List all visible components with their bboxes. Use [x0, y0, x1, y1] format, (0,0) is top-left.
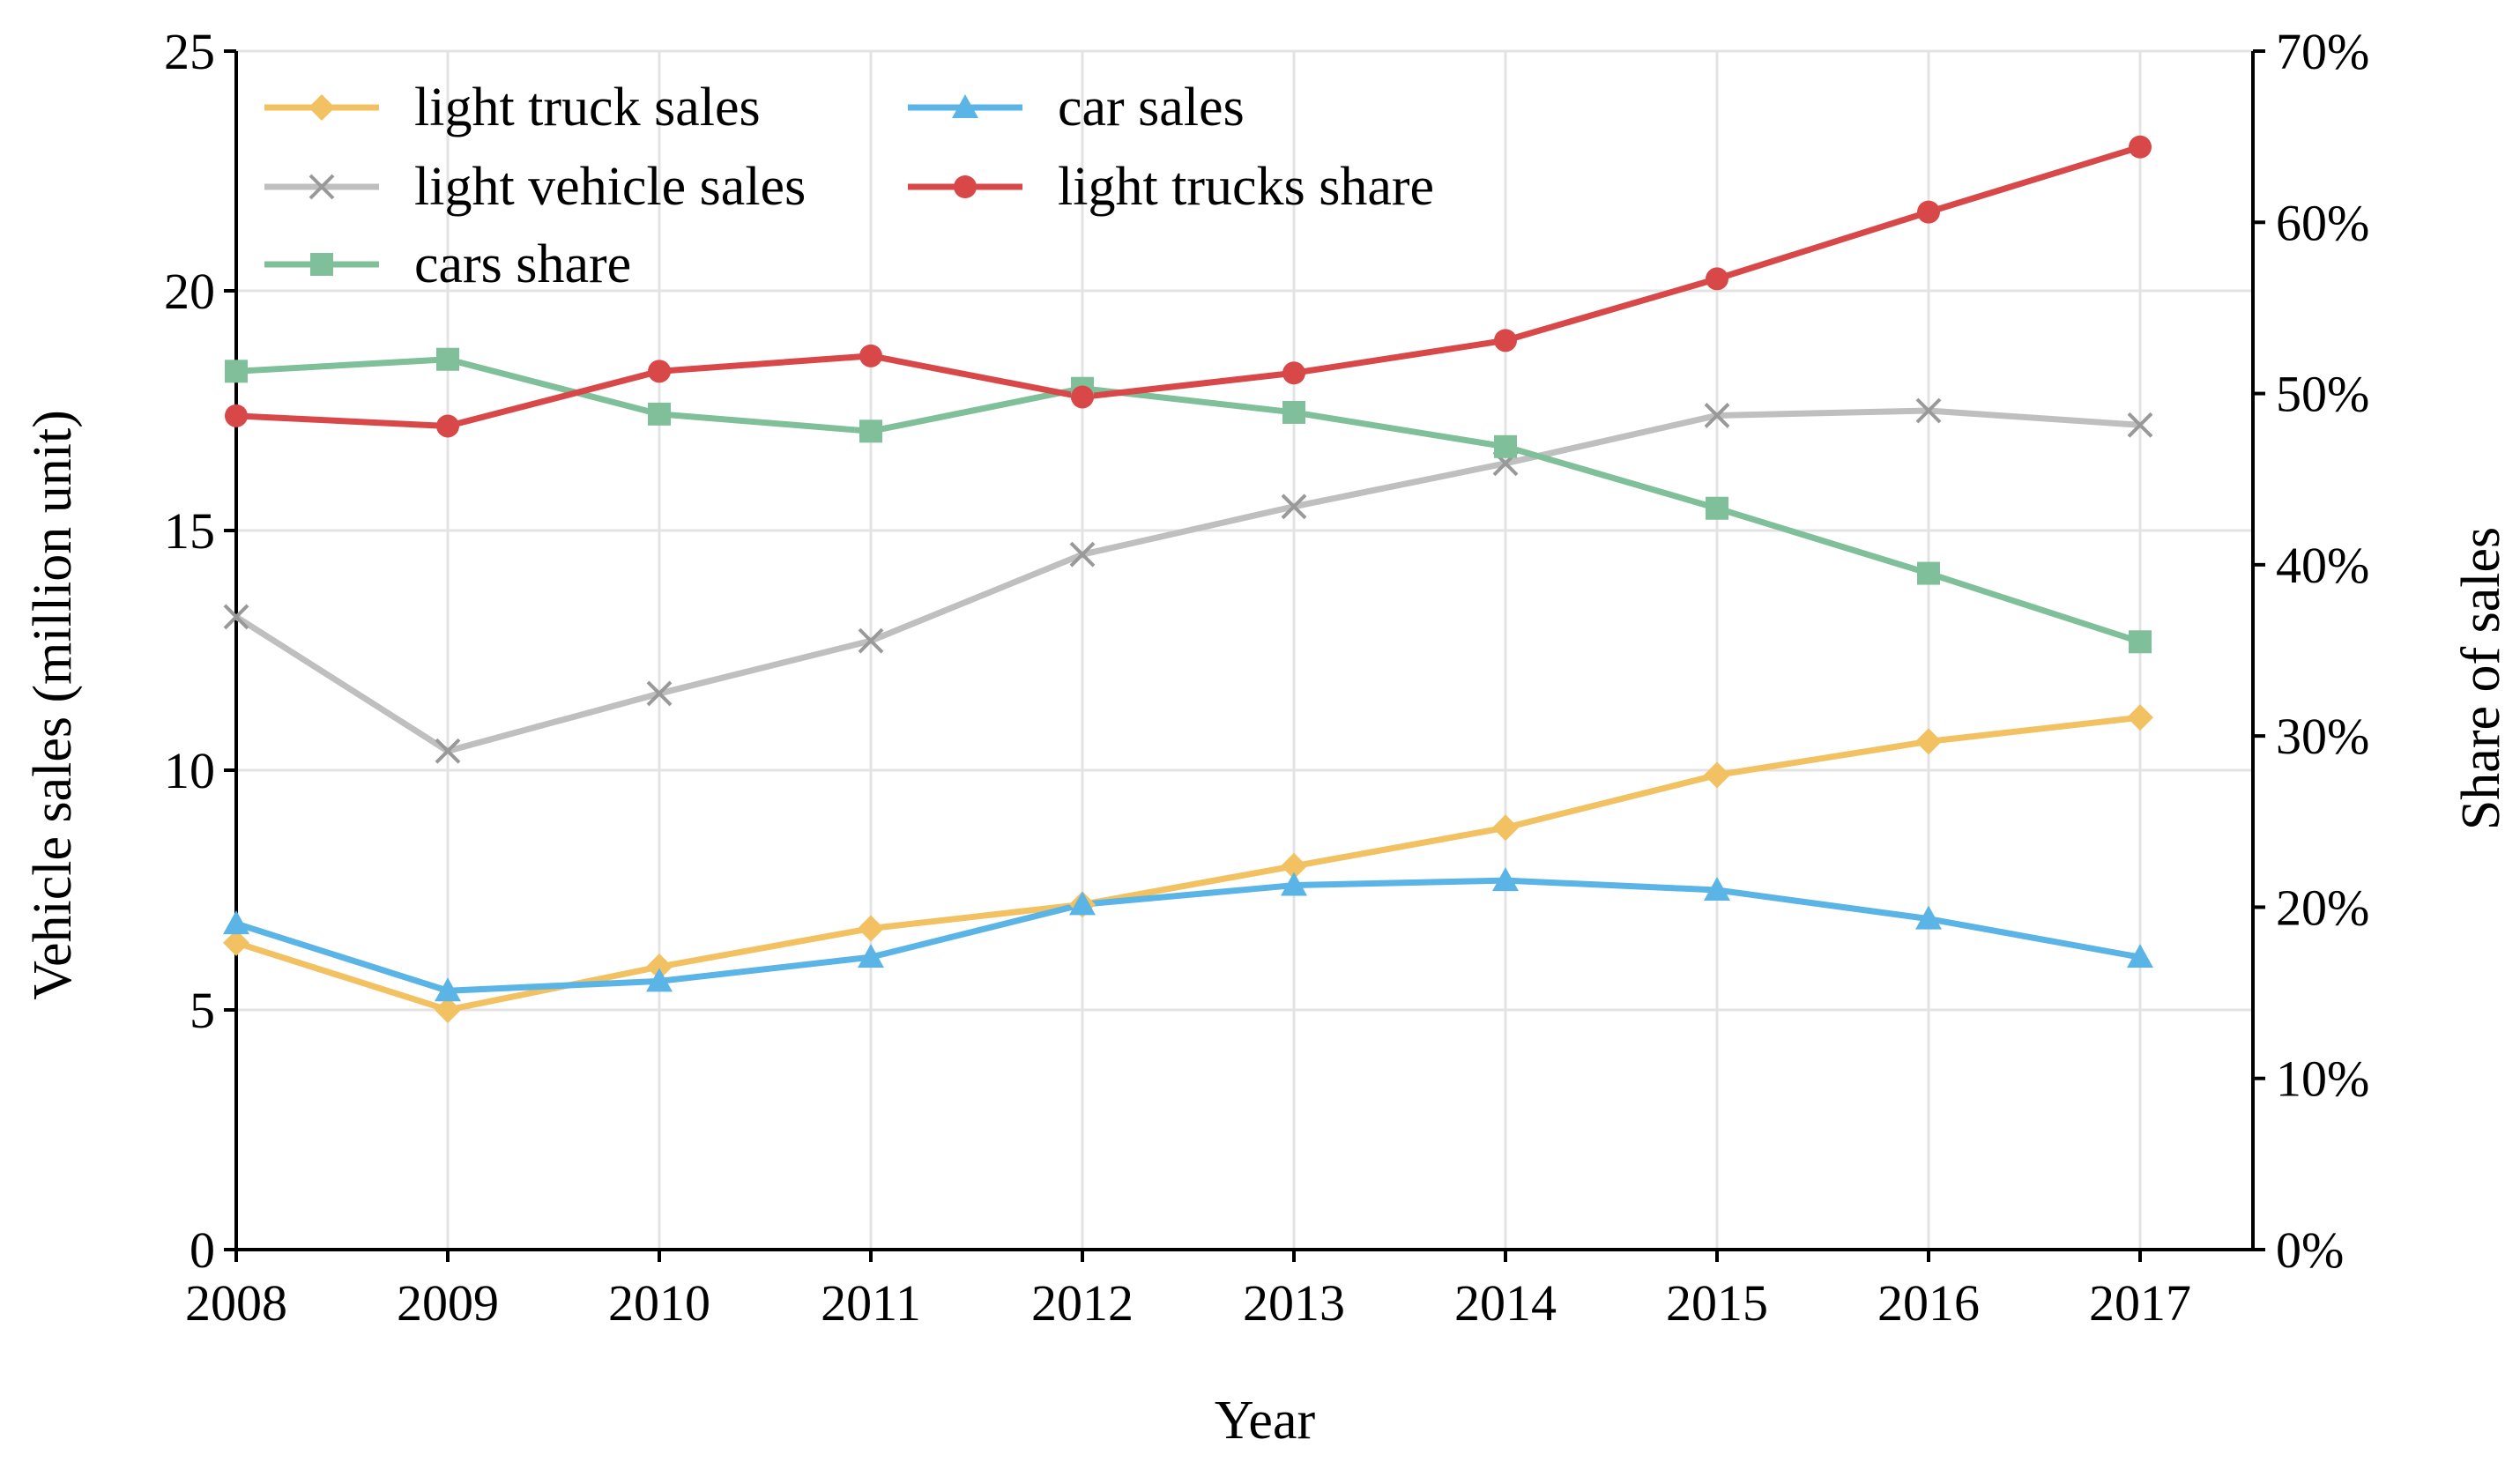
point-cars-share: [1706, 496, 1728, 520]
y-axis-title: Vehicle sales (million unit): [23, 410, 83, 1000]
point-light-vehicle-sales: [1281, 494, 1307, 520]
point-car-sales: [1069, 891, 1096, 916]
point-light-vehicle-sales: [1069, 541, 1096, 568]
point-cars-share: [859, 419, 882, 443]
x-tick-label: 2008: [185, 1274, 287, 1332]
point-light-trucks-share: [225, 404, 248, 427]
x-tick-label: 2015: [1666, 1274, 1768, 1332]
y-tick-label: 5: [190, 982, 215, 1039]
point-light-truck-sales: [223, 929, 249, 956]
x-tick-label: 2010: [608, 1274, 710, 1332]
series-line-light-vehicle-sales: [234, 407, 2141, 754]
y-tick-label: 0: [190, 1221, 215, 1279]
y2-tick-label: 20%: [2276, 879, 2369, 936]
legend-label-light-truck-sales: light truck sales: [414, 78, 761, 137]
gridlines: [236, 49, 2253, 1250]
legend-marker-light-vehicle-sales: [308, 174, 335, 200]
x-tick-label: 2016: [1877, 1274, 1980, 1332]
legend-marker-light-trucks-share: [954, 175, 977, 198]
point-light-truck-sales: [1281, 852, 1307, 879]
point-light-vehicle-sales: [1915, 397, 1942, 424]
y-tick-label: 25: [164, 23, 215, 80]
point-light-trucks-share: [1071, 385, 1094, 409]
point-car-sales: [1704, 877, 1730, 901]
point-car-sales: [223, 910, 249, 935]
point-cars-share: [436, 347, 459, 371]
y2-tick-label: 60%: [2276, 194, 2369, 251]
y2-tick-label: 30%: [2276, 708, 2369, 765]
series-line-light-trucks-share: [235, 144, 2142, 429]
legend-marker-cars-share: [310, 253, 333, 276]
point-light-vehicle-sales: [435, 738, 461, 764]
y2-tick-label: 70%: [2276, 23, 2369, 80]
point-light-vehicle-sales: [2127, 412, 2153, 438]
point-light-trucks-share: [436, 414, 459, 438]
series-line-light-truck-sales: [234, 714, 2141, 1013]
y-tick-label: 10: [164, 742, 215, 799]
x-tick-label: 2017: [2089, 1274, 2191, 1332]
point-light-truck-sales: [646, 954, 673, 981]
point-light-trucks-share: [648, 360, 671, 383]
point-light-trucks-share: [1282, 361, 1305, 385]
legend-label-car-sales: car sales: [1058, 78, 1245, 137]
point-light-vehicle-sales: [1704, 403, 1730, 428]
point-light-trucks-share: [1706, 267, 1728, 291]
point-light-trucks-share: [1917, 200, 1940, 224]
point-light-vehicle-sales: [858, 627, 884, 654]
point-light-trucks-share: [1494, 329, 1517, 353]
legend-label-light-trucks-share: light trucks share: [1058, 157, 1434, 217]
series-lines: [223, 135, 2153, 1023]
y2-tick-label: 50%: [2276, 366, 2369, 423]
axes: 0 5 10 15 20 25 0% 10% 20% 30% 40% 50% 60% 70% 2008 200…: [164, 23, 2369, 1332]
legend-marker-car-sales: [952, 94, 978, 118]
y2-tick-label: 10%: [2276, 1050, 2369, 1108]
x-tick-label: 2013: [1243, 1274, 1345, 1332]
point-light-truck-sales: [1704, 761, 1730, 789]
point-car-sales: [1492, 867, 1519, 892]
legend: light truck sales car sales light vehicle …: [264, 78, 1434, 294]
point-car-sales: [2127, 944, 2153, 968]
point-cars-share: [2129, 630, 2152, 654]
point-light-truck-sales: [435, 997, 461, 1023]
point-light-vehicle-sales: [223, 604, 249, 630]
series-line-car-sales: [234, 877, 2141, 994]
legend-label-light-vehicle-sales: light vehicle sales: [414, 157, 806, 217]
point-car-sales: [646, 968, 673, 992]
point-light-truck-sales: [1492, 814, 1519, 842]
point-light-truck-sales: [858, 915, 884, 942]
x-tick-label: 2012: [1031, 1274, 1134, 1332]
point-light-trucks-share: [2129, 135, 2152, 159]
point-cars-share: [1282, 400, 1305, 424]
point-car-sales: [1915, 905, 1942, 930]
y2-tick-label: 0%: [2276, 1221, 2344, 1279]
legend-label-cars-share: cars share: [414, 234, 631, 294]
x-tick-label: 2011: [821, 1274, 921, 1332]
x-tick-label: 2014: [1454, 1274, 1557, 1332]
point-car-sales: [1281, 872, 1307, 896]
point-light-trucks-share: [859, 344, 882, 367]
x-tick-label: 2009: [397, 1274, 499, 1332]
point-car-sales: [858, 944, 884, 968]
point-light-vehicle-sales: [646, 680, 673, 707]
y-tick-label: 20: [164, 263, 215, 320]
point-light-truck-sales: [1915, 728, 1942, 755]
point-car-sales: [435, 977, 461, 1002]
series-line-cars-share: [235, 356, 2142, 645]
point-light-truck-sales: [2127, 704, 2153, 731]
point-cars-share: [648, 402, 671, 426]
point-cars-share: [225, 360, 248, 383]
x-axis-title: Year: [1215, 1391, 1316, 1451]
point-cars-share: [1917, 561, 1940, 585]
legend-marker-light-truck-sales: [308, 94, 335, 121]
point-cars-share: [1494, 434, 1517, 458]
y2-axis-title: Share of sales: [2451, 527, 2511, 830]
y-tick-label: 15: [164, 502, 215, 560]
y2-tick-label: 40%: [2276, 537, 2369, 594]
